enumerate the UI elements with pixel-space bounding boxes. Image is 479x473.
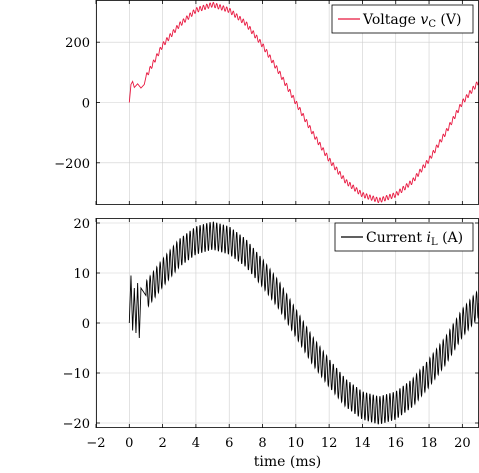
legend-label: Voltage vC (V): [362, 12, 461, 30]
y-tick-label: −200: [54, 157, 90, 172]
y-tick-label: 20: [73, 217, 90, 232]
current-series-line: [128, 221, 479, 425]
voltage-series-line: [128, 1, 479, 204]
x-tick-label: 6: [225, 436, 233, 451]
current-legend: Current iL (A): [334, 222, 474, 252]
x-tick-label: −2: [86, 436, 105, 451]
x-tick-label: 4: [192, 436, 200, 451]
x-tick-label: 2: [158, 436, 166, 451]
y-tick-label: 10: [73, 267, 90, 282]
x-tick-label: 18: [421, 436, 438, 451]
x-tick-label: 14: [354, 436, 371, 451]
voltage-legend: Voltage vC (V): [331, 4, 474, 34]
x-tick-label: 16: [387, 436, 404, 451]
voltage-ticks: −200 0 200: [54, 0, 479, 205]
y-tick-label: 200: [65, 36, 90, 51]
x-tick-label: 10: [288, 436, 305, 451]
current-grid: [95, 218, 479, 428]
x-axis-label: time (ms): [254, 454, 322, 470]
x-tick-label: 12: [321, 436, 338, 451]
y-tick-label: −10: [63, 367, 90, 382]
y-tick-label: −20: [63, 417, 90, 432]
legend-label: Current iL (A): [366, 230, 463, 248]
x-tick-label: 8: [258, 436, 266, 451]
x-tick-label: 20: [454, 436, 471, 451]
x-tick-label: 0: [125, 436, 133, 451]
y-tick-label: 0: [82, 317, 90, 332]
y-tick-label: 0: [82, 97, 90, 112]
current-curve-group: [128, 221, 479, 425]
voltage-grid: [95, 0, 479, 205]
voltage-panel: −200 0 200 Voltage vC (V): [54, 0, 479, 205]
voltage-curve-group: [128, 1, 479, 204]
